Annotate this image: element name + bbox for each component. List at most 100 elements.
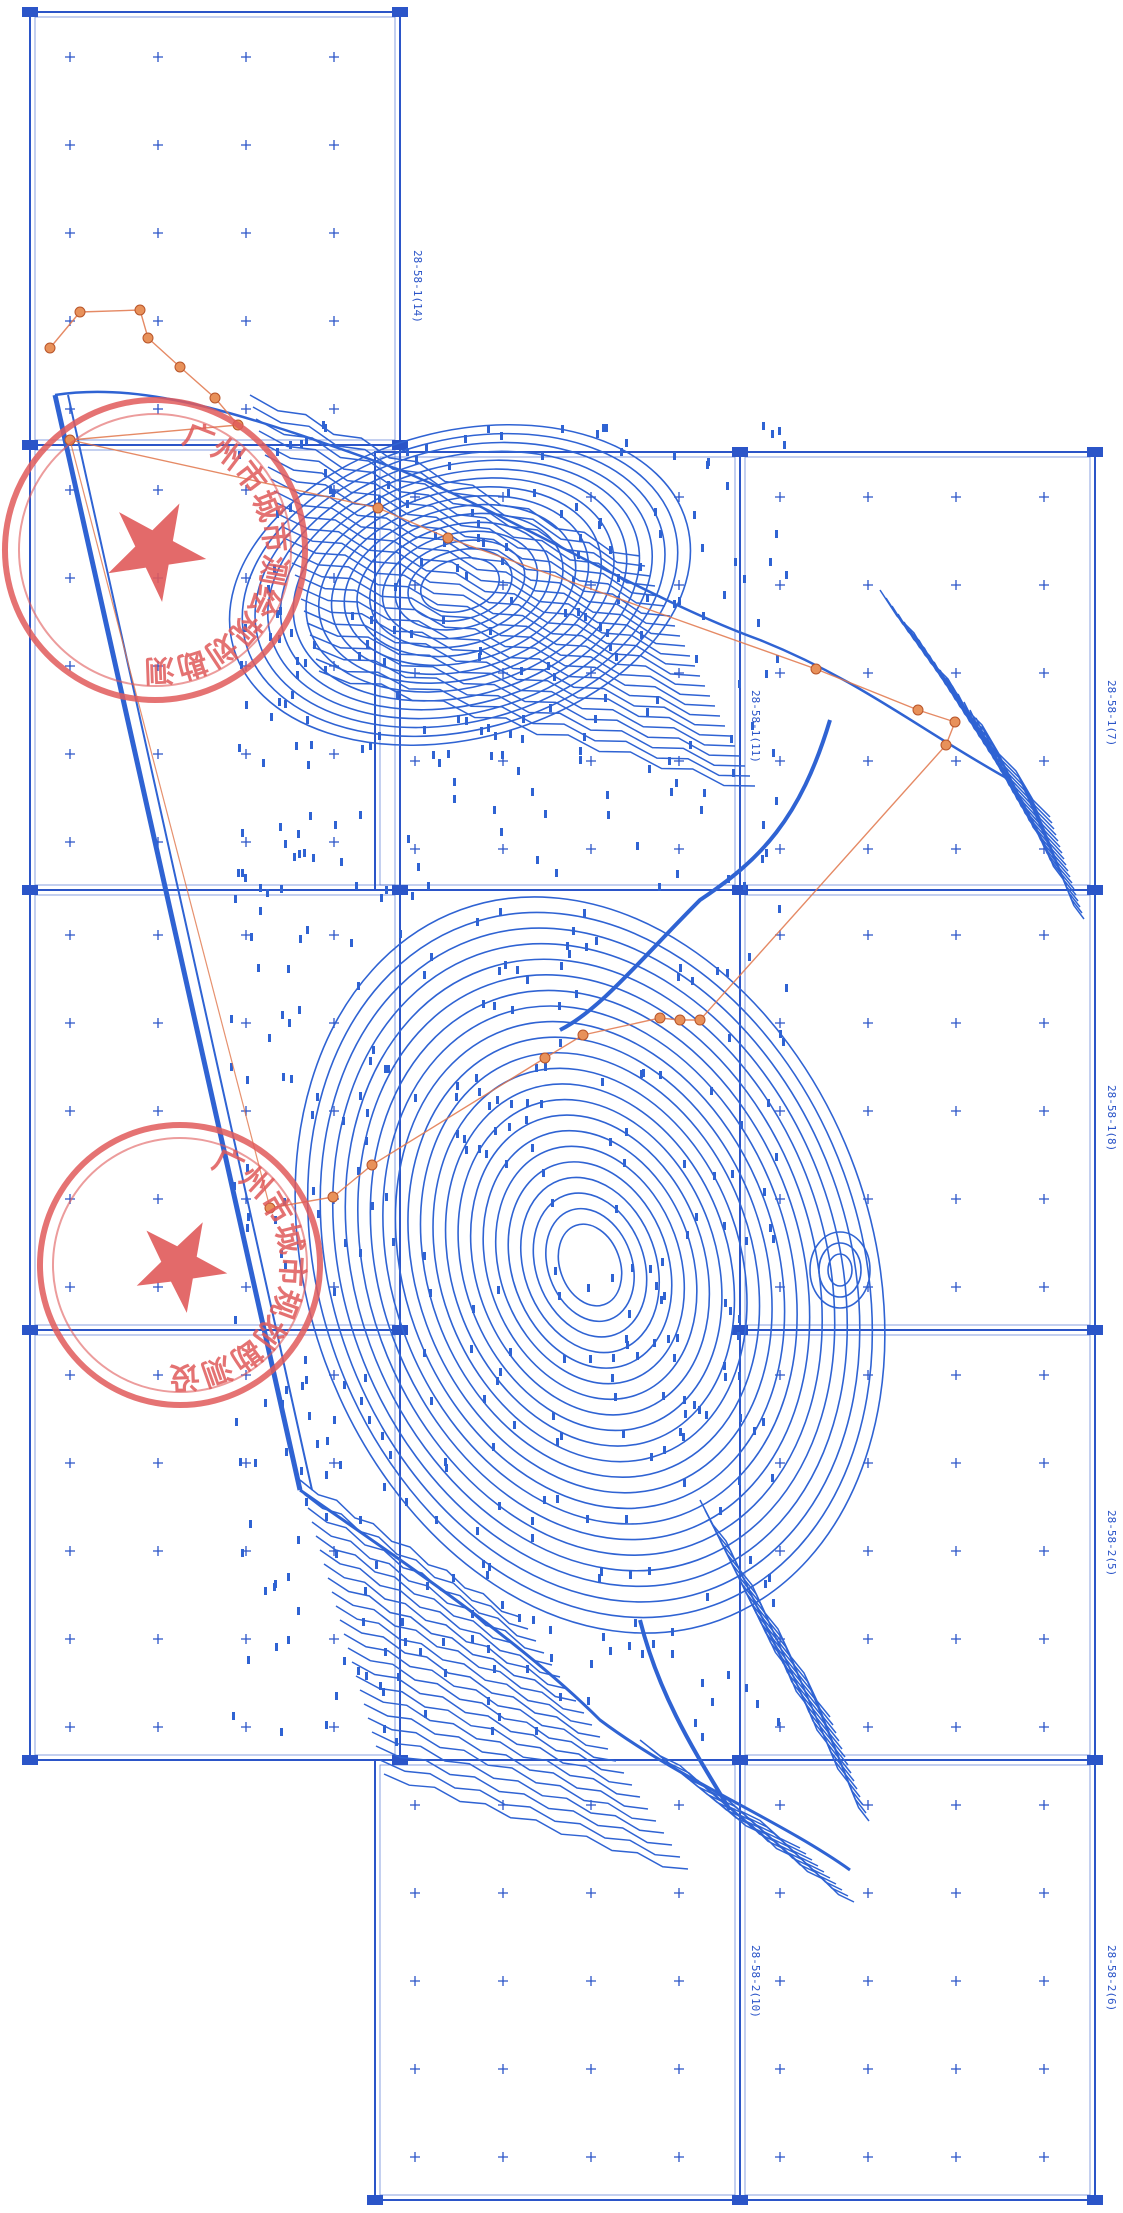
grid-cross (674, 1888, 684, 1898)
terrain-symbol (526, 1665, 529, 1673)
grid-cross (951, 1370, 961, 1380)
terrain-symbol (289, 504, 292, 512)
survey-point-marker (372, 502, 384, 514)
grid-cross (951, 1106, 961, 1116)
terrain-symbol (477, 520, 480, 528)
grid-cross (329, 404, 339, 414)
terrain-symbol (230, 1015, 233, 1023)
terrain-symbol (405, 1498, 408, 1506)
terrain-symbol (508, 1123, 511, 1131)
grid-cross (65, 52, 75, 62)
terrain-symbol (648, 1567, 651, 1575)
terrain-symbol (526, 1099, 529, 1107)
terrain-symbol (729, 1307, 732, 1315)
contour-hill-south (306, 911, 874, 1619)
terrain-symbol (604, 694, 607, 702)
grid-cross (863, 1546, 873, 1556)
terrain-symbol (559, 1693, 562, 1701)
terrain-symbol (239, 1458, 242, 1466)
grid-cross (241, 1458, 251, 1468)
contour-north-slope (315, 658, 751, 777)
contour-south-slope (371, 1731, 665, 1834)
terrain-symbol (362, 1618, 365, 1626)
corner-mark (22, 7, 38, 17)
terrain-symbol (382, 1688, 385, 1696)
terrain-symbol (706, 1593, 709, 1601)
terrain-symbol (583, 733, 586, 741)
terrain-symbol (521, 735, 524, 743)
contour-south-slope (331, 1591, 585, 1714)
terrain-symbol (572, 927, 575, 935)
terrain-symbol (694, 1719, 697, 1727)
grid-cross (410, 756, 420, 766)
corner-mark (732, 447, 748, 457)
terrain-symbol (249, 1520, 252, 1528)
contour-hill-south (545, 1207, 635, 1323)
terrain-symbol (517, 767, 520, 775)
survey-point-marker (327, 1191, 339, 1203)
terrain-symbol (357, 1167, 360, 1175)
terrain-symbol (448, 462, 451, 470)
terrain-symbol (689, 741, 692, 749)
terrain-symbol (287, 965, 290, 973)
terrain-symbol (599, 623, 602, 631)
terrain-symbol (241, 869, 244, 877)
grid-cross (241, 837, 251, 847)
contour-hill-south (344, 958, 836, 1572)
grid-cross (674, 668, 684, 678)
survey-point-marker (74, 306, 86, 318)
contour-north-slope (309, 634, 741, 757)
terrain-symbol (547, 662, 550, 670)
terrain-symbol (478, 653, 481, 661)
grid-cross (1039, 1018, 1049, 1028)
corner-mark (22, 885, 38, 895)
sheet-inner-frame (379, 1764, 736, 2196)
terrain-symbol (625, 1515, 628, 1523)
terrain-symbol (381, 1432, 384, 1440)
terrain-symbol (276, 448, 279, 456)
terrain-symbol (430, 953, 433, 961)
terrain-symbol (775, 797, 778, 805)
terrain-symbol (370, 616, 373, 624)
terrain-symbol (556, 1438, 559, 1446)
grid-cross (1039, 1976, 1049, 1986)
terrain-symbol (240, 661, 243, 669)
terrain-symbol (259, 907, 262, 915)
terrain-symbol (494, 732, 497, 740)
terrain-symbol (250, 933, 253, 941)
terrain-symbol (675, 779, 678, 787)
sheet-inner-frame (34, 894, 396, 1326)
terrain-symbol (483, 1395, 486, 1403)
terrain-symbol (304, 659, 307, 667)
terrain-symbol (246, 1076, 249, 1084)
terrain-symbol (705, 1411, 708, 1419)
terrain-symbol (361, 745, 364, 753)
grid-cross (863, 1106, 873, 1116)
corner-mark (367, 2195, 383, 2205)
terrain-symbol (238, 744, 241, 752)
terrain-symbol (393, 626, 396, 634)
terrain-symbol (625, 1128, 628, 1136)
terrain-symbol (358, 652, 361, 660)
terrain-symbol (513, 1421, 516, 1429)
terrain-symbol (695, 655, 698, 663)
contour-hill-south (557, 1223, 623, 1307)
grid-cross (329, 1458, 339, 1468)
contour-valley (729, 1811, 855, 1903)
terrain-symbol (535, 1064, 538, 1072)
terrain-symbol (560, 510, 563, 518)
terrain-symbol (596, 430, 599, 438)
terrain-symbol (730, 735, 733, 743)
survey-point-marker (442, 532, 454, 544)
grid-cross (65, 1106, 75, 1116)
terrain-symbol (738, 1477, 741, 1485)
grid-cross (153, 661, 163, 671)
map-sheet-grid (22, 7, 1103, 2205)
terrain-symbol (342, 1117, 345, 1125)
contour-hill-south (294, 896, 886, 1634)
terrain-symbol (734, 558, 737, 566)
terrain-symbol (737, 1332, 740, 1340)
grid-cross (153, 1458, 163, 1468)
sheet-inner-frame (744, 1334, 1091, 1756)
terrain-symbol (728, 1034, 731, 1042)
